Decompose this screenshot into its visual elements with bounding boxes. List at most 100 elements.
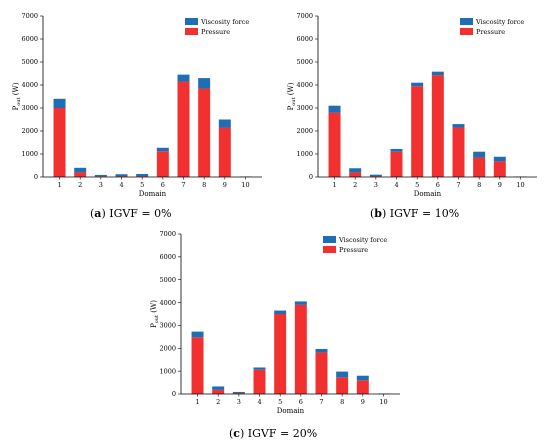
y-tick-label-3000: 3000 — [296, 104, 313, 112]
bar-viscosity-3 — [369, 174, 382, 177]
bar-pressure-3 — [232, 393, 245, 394]
bar-viscosity-7 — [177, 74, 190, 82]
x-tick-label-8: 8 — [202, 181, 206, 189]
y-tick-label-0: 0 — [309, 173, 313, 181]
bar-viscosity-7 — [452, 124, 465, 128]
legend-swatch-pressure — [185, 28, 198, 35]
bar-pressure-8 — [336, 377, 349, 394]
y-tick-label-2000: 2000 — [159, 344, 176, 352]
bar-viscosity-2 — [349, 168, 362, 173]
legend-label-viscosity: Viscosity force — [200, 18, 249, 26]
legend-swatch-viscosity — [185, 18, 198, 25]
bar-viscosity-8 — [336, 371, 349, 378]
chart-igvf-10: 0 1000 2000 3000 4000 5000 6000 7000 1 2 3 4 5 6 7 8 9 10… — [287, 12, 537, 198]
bar-pressure-5 — [411, 86, 424, 177]
bar-viscosity-5 — [274, 310, 287, 314]
legend-label-viscosity: Viscosity force — [338, 236, 387, 244]
x-tick-label-4: 4 — [257, 398, 261, 406]
y-tick-label-6000: 6000 — [159, 253, 176, 261]
bar-pressure-6 — [431, 75, 444, 177]
y-axis-title-main: P — [287, 105, 295, 110]
y-tick-label-2000: 2000 — [21, 127, 38, 135]
x-tick-label-6: 6 — [436, 181, 440, 189]
y-axis-title-main: P — [12, 105, 20, 110]
caption-b: (b) IGVF = 10% — [370, 207, 460, 220]
x-tick-label-10: 10 — [241, 181, 249, 189]
y-tick-label-7000: 7000 — [21, 12, 38, 20]
y-tick-label-5000: 5000 — [21, 58, 38, 66]
y-tick-label-2000: 2000 — [296, 127, 313, 135]
bar-pressure-7 — [452, 127, 465, 177]
legend-label-pressure: Pressure — [339, 246, 368, 254]
bar-viscosity-5 — [411, 82, 424, 87]
y-tick-label-4000: 4000 — [21, 81, 38, 89]
y-tick-label-6000: 6000 — [296, 35, 313, 43]
y-axis-title-main: P — [150, 323, 158, 328]
y-tick-label-3000: 3000 — [159, 322, 176, 330]
bar-viscosity-8 — [473, 151, 486, 158]
bar-viscosity-9 — [356, 375, 369, 381]
y-tick-label-0: 0 — [34, 173, 38, 181]
bar-pressure-9 — [356, 380, 369, 394]
y-tick-label-4000: 4000 — [159, 299, 176, 307]
x-tick-label-5: 5 — [140, 181, 144, 189]
y-tick-label-4000: 4000 — [296, 81, 313, 89]
x-tick-label-3: 3 — [99, 181, 103, 189]
bar-viscosity-4 — [390, 148, 403, 152]
bar-viscosity-4 — [115, 174, 128, 177]
y-tick-label-0: 0 — [172, 390, 176, 398]
x-tick-label-4: 4 — [394, 181, 398, 189]
bar-viscosity-6 — [294, 301, 307, 305]
bar-pressure-4 — [253, 369, 266, 394]
x-tick-label-5: 5 — [278, 398, 282, 406]
bar-pressure-5 — [136, 176, 149, 177]
bar-pressure-9 — [218, 127, 231, 177]
y-tick-label-1000: 1000 — [21, 150, 38, 158]
y-tick-label-5000: 5000 — [159, 276, 176, 284]
x-tick-label-8: 8 — [477, 181, 481, 189]
legend-swatch-viscosity — [323, 236, 336, 243]
x-tick-label-7: 7 — [319, 398, 323, 406]
x-tick-label-6: 6 — [161, 181, 165, 189]
x-tick-label-6: 6 — [299, 398, 303, 406]
bar-viscosity-9 — [218, 119, 231, 128]
legend-swatch-viscosity — [460, 18, 473, 25]
bar-viscosity-8 — [198, 78, 211, 89]
x-axis-title: Domain — [277, 407, 305, 415]
legend-swatch-pressure — [460, 28, 473, 35]
x-tick-label-1: 1 — [57, 181, 61, 189]
bar-viscosity-3 — [232, 391, 245, 394]
bar-pressure-1 — [328, 112, 341, 177]
legend-label-pressure: Pressure — [201, 28, 230, 36]
caption-c: (c) IGVF = 20% — [229, 427, 318, 440]
x-axis-title: Domain — [414, 190, 442, 198]
bar-pressure-8 — [198, 88, 211, 177]
x-tick-label-7: 7 — [456, 181, 460, 189]
x-axis-title: Domain — [139, 190, 167, 198]
x-tick-label-8: 8 — [340, 398, 344, 406]
y-tick-label-1000: 1000 — [296, 150, 313, 158]
legend-swatch-pressure — [323, 246, 336, 253]
caption-a: (a) IGVF = 0% — [90, 207, 172, 220]
bar-pressure-7 — [177, 81, 190, 177]
bar-viscosity-2 — [212, 386, 225, 390]
y-axis-title: Pout (W) — [150, 300, 160, 328]
y-axis-title-sub: out — [291, 97, 297, 105]
bar-pressure-7 — [315, 352, 328, 394]
x-tick-label-7: 7 — [181, 181, 185, 189]
x-tick-label-10: 10 — [516, 181, 524, 189]
bar-pressure-4 — [115, 176, 128, 177]
bar-pressure-5 — [274, 314, 287, 394]
bar-viscosity-7 — [315, 348, 328, 353]
legend-label-pressure: Pressure — [476, 28, 505, 36]
x-tick-label-2: 2 — [78, 181, 82, 189]
bar-viscosity-6 — [156, 147, 169, 152]
bar-pressure-8 — [473, 157, 486, 177]
bar-viscosity-5 — [136, 174, 149, 177]
y-axis-title-unit: (W) — [12, 82, 20, 97]
y-axis-title-sub: out — [16, 97, 22, 105]
x-tick-label-5: 5 — [415, 181, 419, 189]
x-tick-label-2: 2 — [353, 181, 357, 189]
y-axis-title: Pout (W) — [12, 82, 22, 110]
